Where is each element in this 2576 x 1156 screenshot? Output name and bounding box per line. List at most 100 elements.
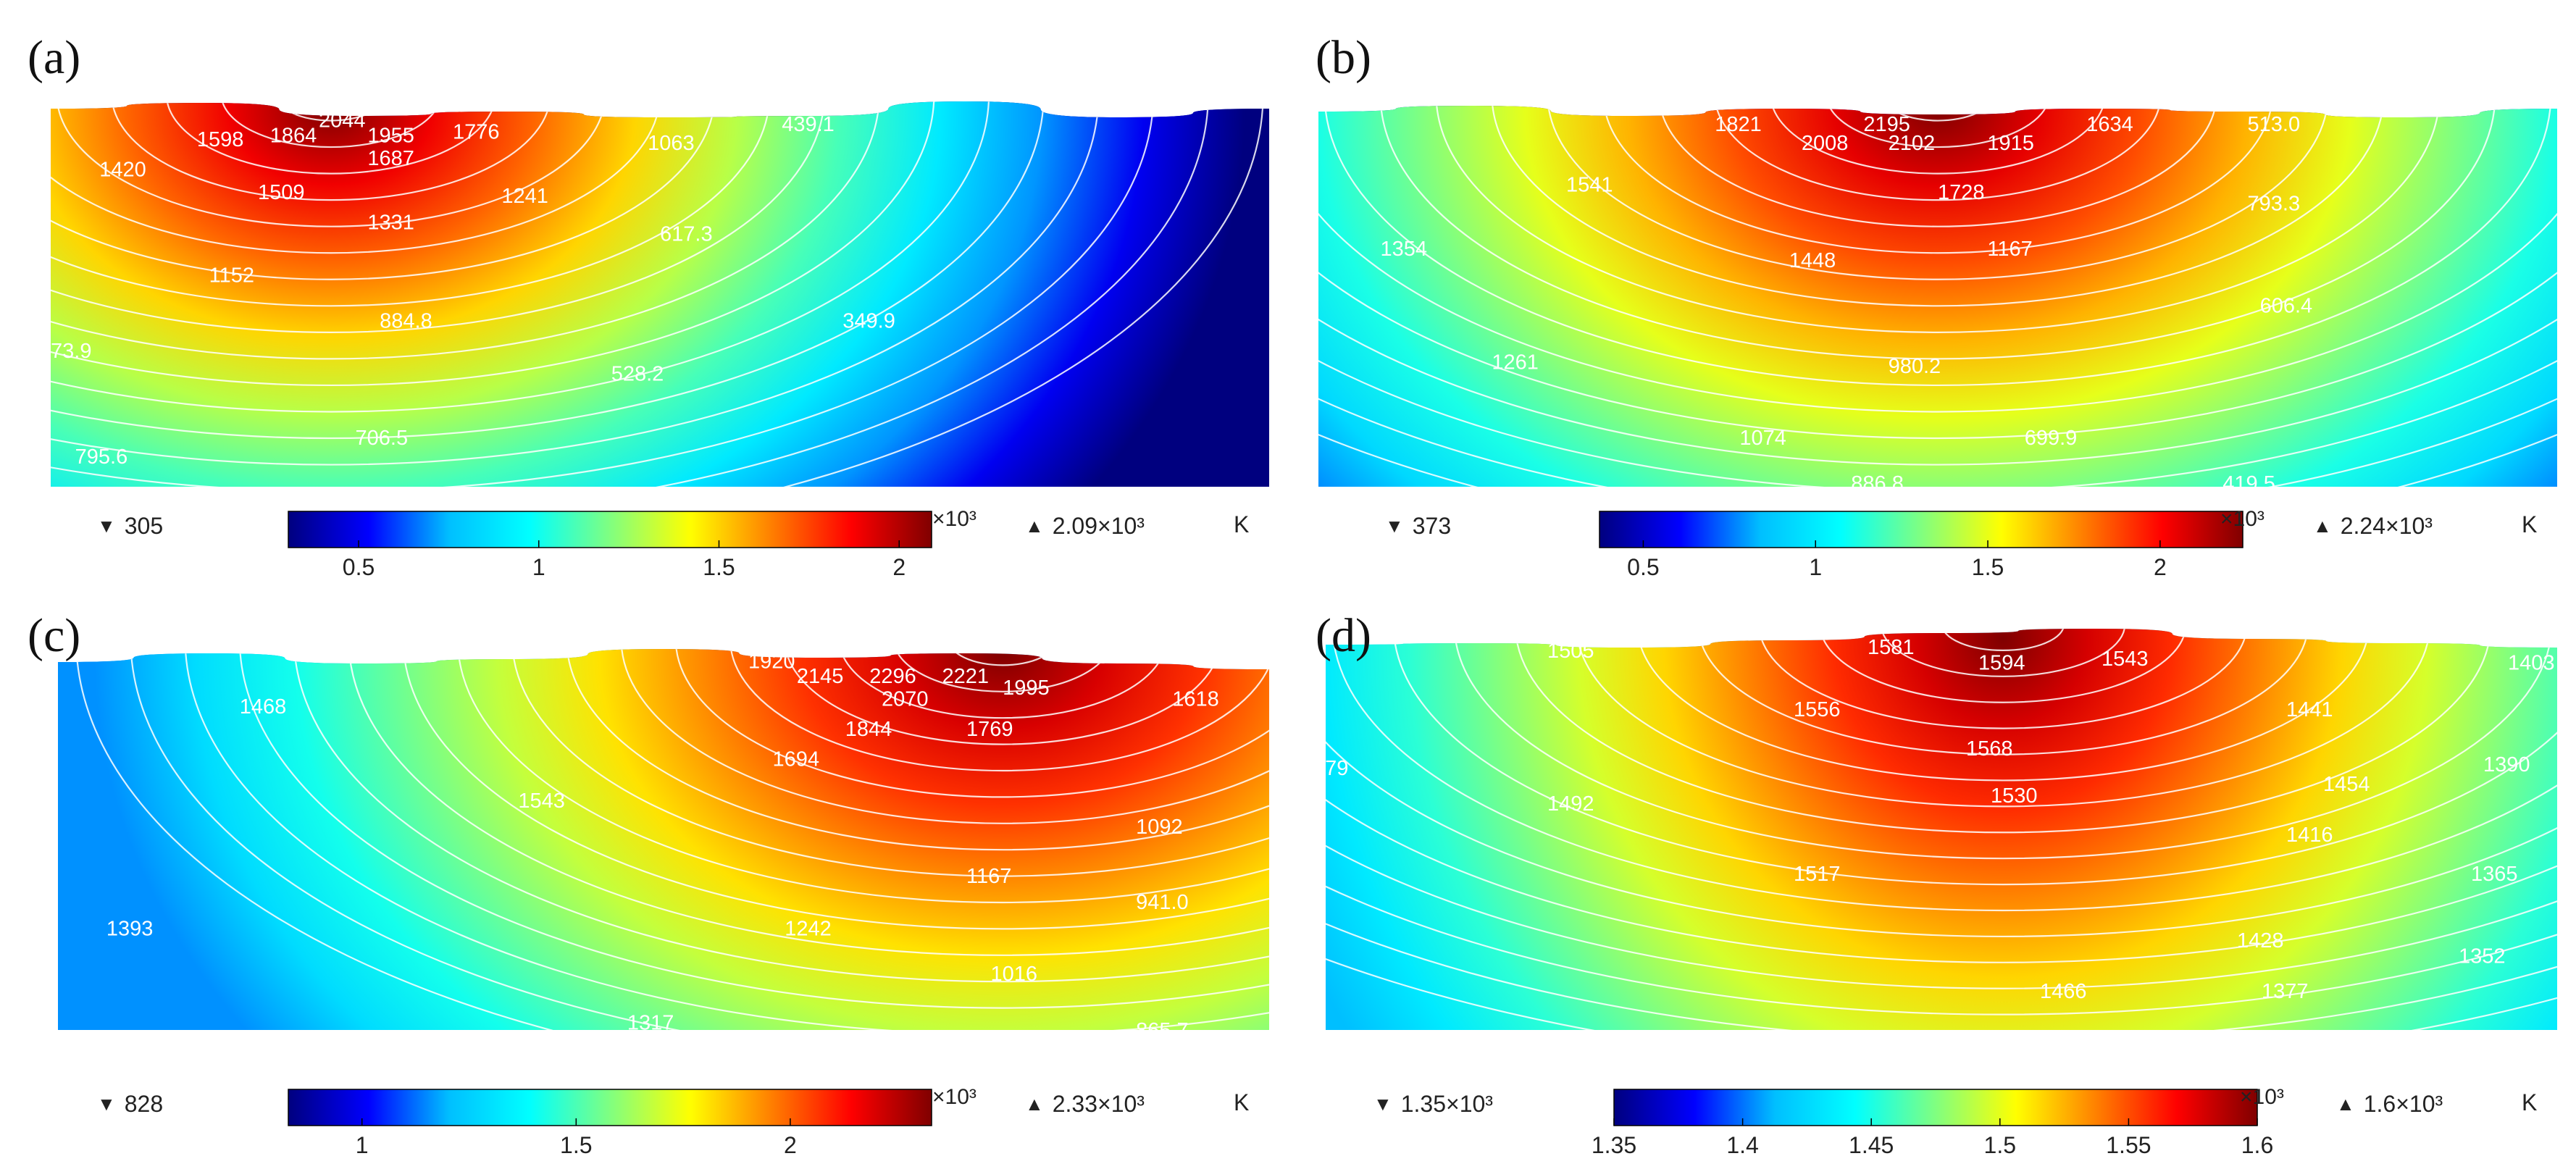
isotherm-line bbox=[1323, 106, 2552, 387]
panel-a: 1598 1864 2044 1955 1776 1420 1687 1063 439.1 150… bbox=[0, 0, 1288, 578]
colorbar-a bbox=[288, 511, 932, 548]
contour-label: 980.2 bbox=[1889, 355, 1941, 378]
isotherm-line bbox=[892, 649, 1113, 692]
isotherm-line bbox=[1318, 106, 2557, 466]
contour-label: 1598 bbox=[197, 128, 244, 151]
colorbar-tick-label: 1.5 bbox=[703, 554, 735, 578]
isotherm-line bbox=[1453, 629, 2553, 860]
colorbar-tick-label: 2 bbox=[2154, 554, 2167, 578]
colorbar-tick-label: 1.5 bbox=[1972, 554, 2004, 578]
colorbar-tick-label: 0.5 bbox=[343, 554, 375, 578]
colorbar-tick-label: 1.45 bbox=[1849, 1132, 1894, 1156]
contour-label: 1377 bbox=[2262, 980, 2309, 1003]
panel-c: 1920 2145 2296 2221 1995 1468 2070 1618 1844 1769… bbox=[0, 578, 1288, 1156]
plot-d: 1505 1581 1594 1543 1403 1556 1568 1441 479 1492 1… bbox=[1313, 629, 2557, 1156]
contour-label: 419.5 bbox=[2222, 472, 2275, 495]
min-value-text-c: 828 bbox=[124, 1091, 164, 1117]
contour-label: 2221 bbox=[942, 665, 990, 688]
contour-label: 1468 bbox=[240, 695, 287, 719]
colorbar-tick-label: 1 bbox=[1809, 554, 1822, 578]
contour-label: 2070 bbox=[882, 687, 929, 711]
contour-label: 513.0 bbox=[2248, 113, 2301, 136]
contour-label: 1092 bbox=[1136, 816, 1183, 839]
isotherm-line bbox=[1758, 629, 2248, 729]
contour-label: 1776 bbox=[453, 120, 500, 143]
isotherm-line bbox=[238, 649, 1269, 1009]
field-gradient-b bbox=[1318, 106, 2557, 487]
contour-label: 1466 bbox=[2040, 980, 2087, 1003]
isotherm-line bbox=[220, 101, 442, 148]
isotherm-line bbox=[729, 649, 1269, 772]
colorbar-tick-label: 1 bbox=[532, 554, 545, 578]
contour-label: 886.8 bbox=[1851, 472, 1904, 495]
isotherm-line bbox=[1392, 629, 2557, 886]
isotherm-line bbox=[1491, 106, 2385, 307]
panel-label-c: (c) bbox=[28, 609, 81, 662]
colorbar-tick-label: 1.4 bbox=[1726, 1132, 1758, 1156]
isotherm-line bbox=[511, 649, 1269, 877]
isotherm-line bbox=[1435, 106, 2441, 333]
contour-label: 1955 bbox=[367, 125, 414, 148]
colorbar-exponent-d: ×10³ bbox=[2240, 1085, 2284, 1109]
field-gradient-a bbox=[51, 101, 1269, 487]
isotherm-line bbox=[275, 101, 387, 122]
colorbar-tick-label: 1.6 bbox=[2241, 1132, 2273, 1156]
isotherm-line bbox=[456, 649, 1269, 904]
temperature-field-b bbox=[1318, 106, 2557, 487]
contour-label: 1441 bbox=[2286, 698, 2333, 721]
isotherm-line bbox=[51, 101, 990, 413]
isotherm-line bbox=[1770, 106, 2106, 175]
isotherm-line bbox=[1326, 629, 2557, 989]
isotherm-line bbox=[1602, 106, 2273, 254]
contour-label: 793.3 bbox=[2248, 193, 2301, 216]
contour-label: 1317 bbox=[627, 1012, 674, 1035]
contour-label: 1352 bbox=[2459, 945, 2506, 968]
colorbar-tick-label: 0.5 bbox=[1627, 554, 1659, 578]
contour-label: 1920 bbox=[748, 650, 795, 673]
min-value-text-b: 373 bbox=[1412, 513, 1452, 539]
isotherm-line bbox=[402, 649, 1269, 930]
panel-label-b: (b) bbox=[1316, 31, 1371, 84]
field-gradient-d bbox=[1326, 629, 2557, 1030]
contour-label: 1331 bbox=[367, 211, 414, 235]
isotherm-line bbox=[1658, 106, 2217, 227]
colorbar-tick-label: 1 bbox=[356, 1132, 369, 1156]
colorbar-d bbox=[1613, 1089, 2258, 1126]
contour-label: 1728 bbox=[1938, 181, 1985, 204]
isotherm-line bbox=[784, 649, 1222, 745]
isotherm-line bbox=[51, 101, 880, 360]
isotherm-line bbox=[51, 101, 716, 280]
contour-label: 2145 bbox=[797, 665, 844, 688]
contour-label: 1530 bbox=[1991, 784, 2038, 808]
contour-label: 2044 bbox=[319, 109, 366, 133]
min-value-c: ▼ 828 bbox=[97, 1091, 164, 1117]
isotherm-line bbox=[1714, 106, 2162, 201]
isotherm-line bbox=[51, 101, 1045, 440]
isotherm-line bbox=[1331, 629, 2557, 912]
isotherm-line bbox=[1697, 629, 2309, 755]
colorbar-b bbox=[1599, 511, 2243, 548]
contour-label: 1541 bbox=[1566, 173, 1613, 196]
max-value-text-d: 1.6×10³ bbox=[2363, 1091, 2443, 1117]
contour-label: 1694 bbox=[772, 748, 819, 771]
contour-label: 1403 bbox=[2508, 651, 2555, 674]
max-value-a: ▲ 2.09×10³ bbox=[1025, 513, 1145, 539]
max-value-b: ▲ 2.24×10³ bbox=[2313, 513, 2433, 539]
colorbar-tick-label: 2 bbox=[784, 1132, 797, 1156]
contour-label: 1509 bbox=[258, 181, 305, 204]
isotherm-line bbox=[1825, 106, 2050, 148]
colorbar-unit-d: K bbox=[2522, 1089, 2538, 1115]
min-value-b: ▼ 373 bbox=[1385, 513, 1452, 539]
isotherm-line bbox=[51, 101, 771, 307]
colorbar-exponent-c: ×10³ bbox=[932, 1085, 977, 1109]
isotherm-line bbox=[1819, 629, 2187, 703]
panel-label-a: (a) bbox=[28, 31, 81, 84]
colorbar-unit-a: K bbox=[1234, 511, 1250, 537]
min-value-a: ▼ 305 bbox=[97, 513, 164, 539]
contour-label: 1769 bbox=[966, 718, 1013, 741]
contour-label: 706.5 bbox=[356, 427, 409, 450]
contour-label: 1594 bbox=[1978, 651, 2025, 674]
contour-label: 1995 bbox=[1003, 677, 1050, 700]
isotherm-line bbox=[674, 649, 1269, 798]
contour-label: 1864 bbox=[270, 125, 317, 148]
